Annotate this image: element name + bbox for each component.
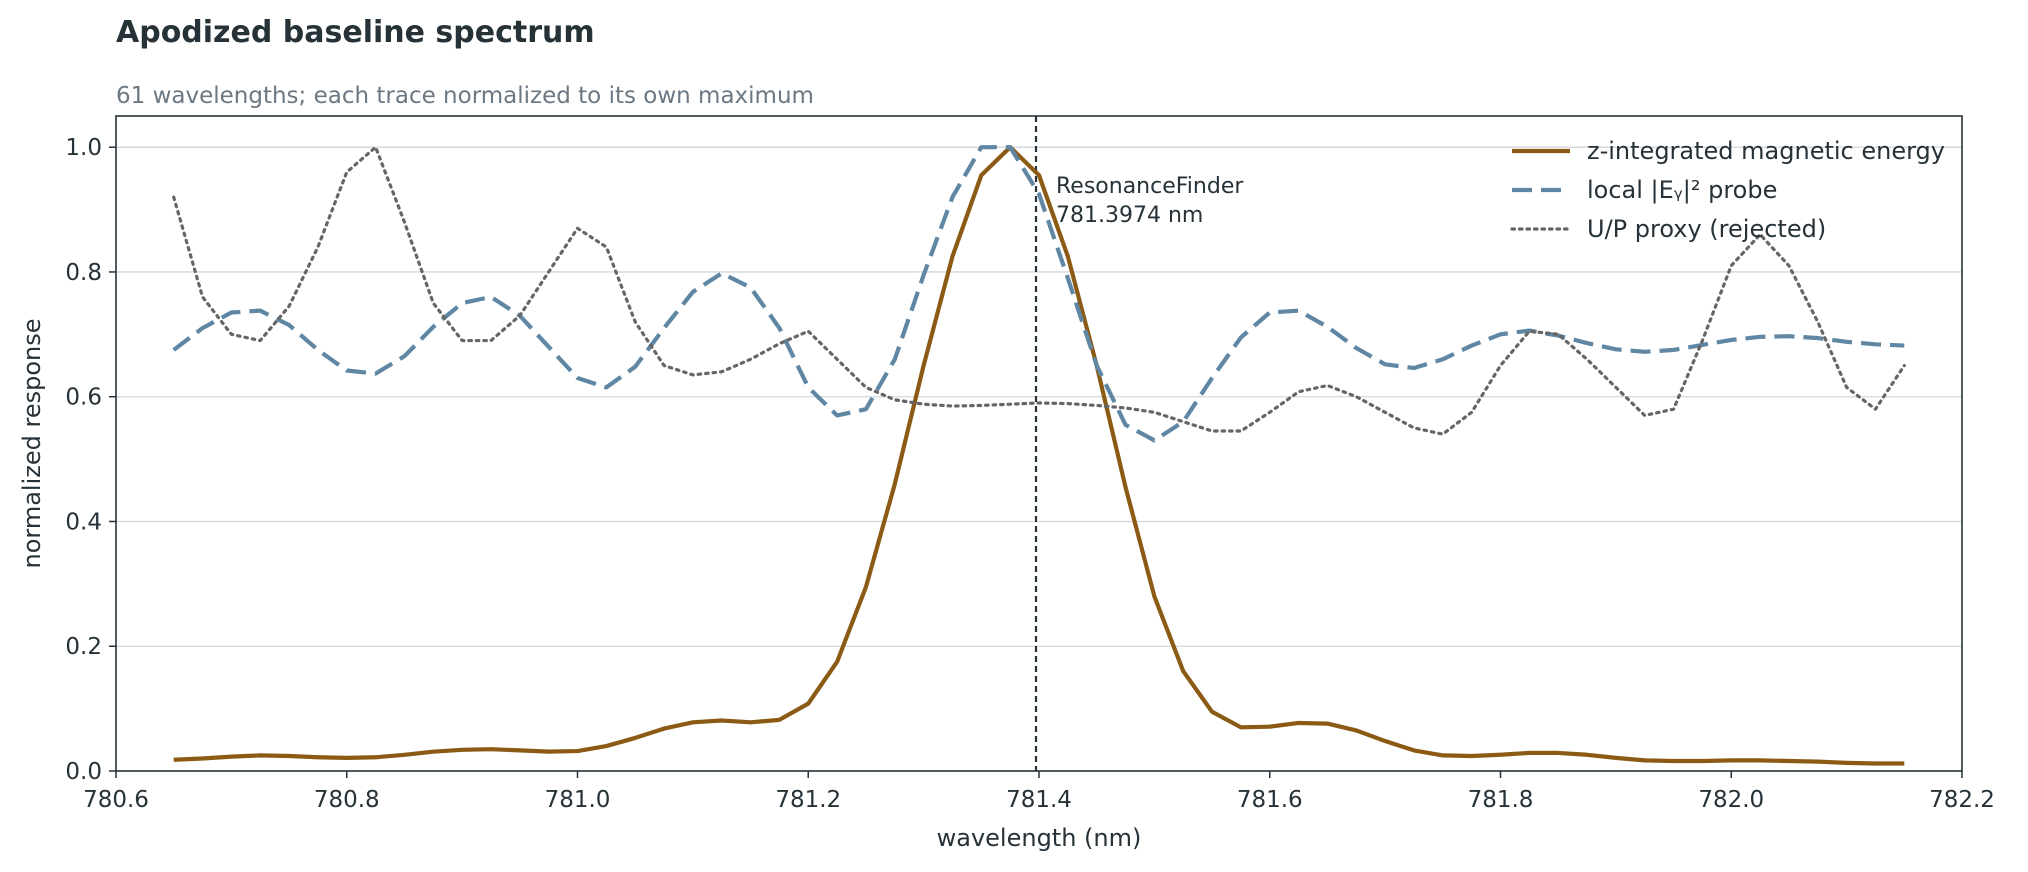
legend-label-2: U/P proxy (rejected) xyxy=(1587,215,1826,243)
y-axis-label: normalized response xyxy=(18,319,46,569)
x-tick-label-7: 782.0 xyxy=(1698,787,1764,813)
x-tick-label-8: 782.2 xyxy=(1929,787,1995,813)
resonance-annotation-line-0: ResonanceFinder xyxy=(1056,174,1244,199)
x-tick-label-2: 781.0 xyxy=(545,787,611,813)
legend-label-0: z-integrated magnetic energy xyxy=(1587,137,1945,165)
resonance-annotation-line-1: 781.3974 nm xyxy=(1056,203,1203,228)
series-layer xyxy=(172,145,1906,766)
x-axis-label: wavelength (nm) xyxy=(937,824,1142,852)
x-tick-label-5: 781.6 xyxy=(1237,787,1303,813)
y-tick-label-1: 0.2 xyxy=(65,634,102,660)
y-axis-ticks: 0.0 0.2 0.4 0.6 0.8 1.0 xyxy=(65,135,116,785)
x-axis-ticks: 780.6 780.8 781.0 781.2 781.4 781.6 781.8 782.0… xyxy=(83,771,1995,813)
x-tick-label-1: 780.8 xyxy=(314,787,380,813)
x-tick-label-3: 781.2 xyxy=(775,787,841,813)
y-tick-label-2: 0.4 xyxy=(65,509,102,535)
y-tick-label-0: 0.0 xyxy=(65,759,102,785)
legend: z-integrated magnetic energy local |Eᵧ|² … xyxy=(1510,137,1945,243)
y-tick-label-5: 1.0 xyxy=(65,135,102,161)
series-line-2 xyxy=(172,145,1906,436)
series-line-0 xyxy=(173,145,1905,766)
y-tick-label-3: 0.6 xyxy=(65,385,102,411)
x-tick-label-0: 780.6 xyxy=(83,787,149,813)
x-tick-label-6: 781.8 xyxy=(1468,787,1534,813)
chart-subtitle: 61 wavelengths; each trace normalized to… xyxy=(116,83,814,109)
series-line-1 xyxy=(172,145,1905,443)
legend-label-1: local |Eᵧ|² probe xyxy=(1587,176,1777,204)
y-tick-label-4: 0.8 xyxy=(65,260,102,286)
x-tick-label-4: 781.4 xyxy=(1006,787,1072,813)
annotation-layer: ResonanceFinder 781.3974 nm xyxy=(1034,116,1244,771)
chart-title: Apodized baseline spectrum xyxy=(116,15,595,50)
